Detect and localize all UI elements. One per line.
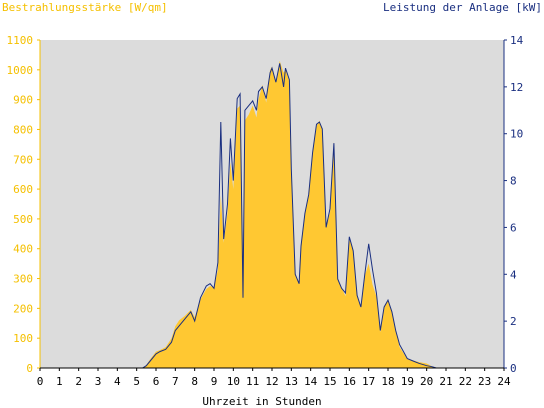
left-tick-label: 200 bbox=[13, 302, 33, 315]
left-tick-label: 600 bbox=[13, 183, 33, 196]
right-tick-label: 2 bbox=[510, 315, 517, 328]
x-tick-label: 3 bbox=[95, 375, 102, 388]
left-tick-label: 800 bbox=[13, 123, 33, 136]
right-tick-label: 10 bbox=[510, 128, 523, 141]
left-tick-label: 1100 bbox=[7, 34, 34, 47]
x-tick-label: 11 bbox=[246, 375, 259, 388]
x-tick-label: 12 bbox=[265, 375, 278, 388]
x-tick-label: 23 bbox=[478, 375, 491, 388]
left-axis-title: Bestrahlungsstärke [W/qm] bbox=[2, 1, 168, 14]
x-tick-label: 14 bbox=[304, 375, 318, 388]
x-tick-label: 10 bbox=[227, 375, 240, 388]
left-tick-label: 900 bbox=[13, 94, 33, 107]
x-tick-label: 5 bbox=[133, 375, 140, 388]
right-tick-label: 6 bbox=[510, 221, 517, 234]
x-tick-label: 6 bbox=[153, 375, 160, 388]
x-tick-label: 8 bbox=[191, 375, 198, 388]
x-tick-label: 4 bbox=[114, 375, 121, 388]
plot-series bbox=[40, 60, 504, 369]
right-tick-label: 12 bbox=[510, 81, 523, 94]
right-tick-labels: 0 2 4 6 8 10 12 14 bbox=[504, 34, 524, 375]
x-tick-labels: 0 1 2 3 4 5 6 7 8 9 10 11 12 13 14 15 16 17 18 19 20 21 22 23 24 bbox=[37, 368, 511, 388]
x-tick-label: 7 bbox=[172, 375, 179, 388]
x-axis-title: Uhrzeit in Stunden bbox=[202, 395, 321, 408]
left-tick-label: 700 bbox=[13, 153, 33, 166]
left-tick-label: 100 bbox=[13, 332, 33, 345]
left-tick-label: 300 bbox=[13, 273, 33, 286]
right-axis-title: Leistung der Anlage [kW] bbox=[383, 1, 542, 14]
x-tick-label: 22 bbox=[459, 375, 472, 388]
irradiance-area bbox=[40, 60, 504, 369]
right-tick-label: 4 bbox=[510, 268, 517, 281]
x-tick-label: 1 bbox=[56, 375, 63, 388]
x-tick-label: 18 bbox=[381, 375, 394, 388]
x-tick-label: 0 bbox=[37, 375, 44, 388]
x-tick-label: 21 bbox=[439, 375, 452, 388]
left-tick-label: 400 bbox=[13, 243, 33, 256]
left-tick-label: 500 bbox=[13, 213, 33, 226]
x-tick-label: 2 bbox=[75, 375, 82, 388]
right-tick-label: 8 bbox=[510, 175, 517, 188]
power-line bbox=[40, 63, 504, 369]
x-tick-label: 13 bbox=[285, 375, 298, 388]
x-tick-label: 24 bbox=[497, 375, 511, 388]
x-tick-label: 17 bbox=[362, 375, 375, 388]
x-tick-label: 16 bbox=[343, 375, 356, 388]
x-tick-label: 20 bbox=[420, 375, 433, 388]
right-tick-label: 0 bbox=[510, 362, 517, 375]
left-tick-label: 1000 bbox=[7, 64, 34, 77]
x-tick-label: 19 bbox=[401, 375, 414, 388]
x-tick-label: 15 bbox=[323, 375, 336, 388]
left-tick-label: 0 bbox=[26, 362, 33, 375]
right-tick-label: 14 bbox=[510, 34, 524, 47]
left-tick-labels: 0 100 200 300 400 500 600 700 800 900 1000 1100 bbox=[7, 34, 40, 375]
x-tick-label: 9 bbox=[211, 375, 218, 388]
